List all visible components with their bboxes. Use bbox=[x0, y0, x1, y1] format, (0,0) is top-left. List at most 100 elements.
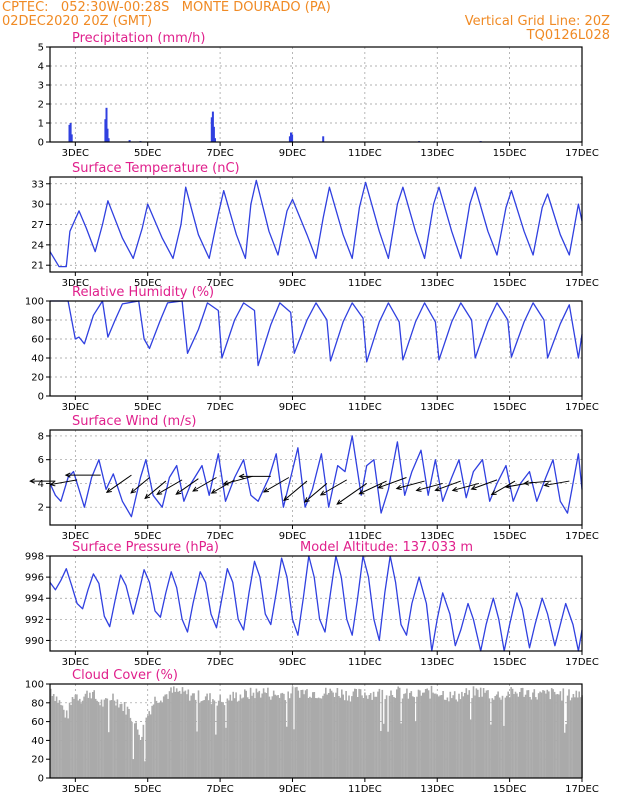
wind-vector bbox=[523, 480, 552, 486]
cloud-bar bbox=[465, 688, 468, 778]
cloud-bar bbox=[270, 699, 272, 778]
x-tick-label: 15DEC bbox=[493, 148, 527, 159]
cloud-bar bbox=[267, 687, 269, 778]
cloud-bar bbox=[550, 688, 553, 778]
cloud-bar bbox=[301, 689, 304, 778]
cloud-bar bbox=[406, 688, 408, 778]
precip-bar bbox=[288, 136, 291, 142]
cloud-bar bbox=[119, 704, 122, 778]
panel-frame bbox=[49, 46, 583, 143]
cloud-bar bbox=[426, 688, 428, 778]
cloud-bar bbox=[290, 693, 292, 778]
cloud-bar bbox=[180, 693, 182, 778]
cloud-bar bbox=[323, 693, 326, 778]
cloud-bar bbox=[158, 702, 161, 778]
cloud-bar bbox=[520, 688, 523, 778]
cloud-bar bbox=[50, 688, 52, 778]
cloud-bar bbox=[481, 696, 483, 778]
cloud-bar bbox=[448, 701, 450, 778]
cloud-bar bbox=[225, 727, 227, 778]
cloud-bar bbox=[562, 688, 565, 778]
cloud-bar bbox=[284, 700, 287, 778]
cloud-bar bbox=[65, 710, 68, 778]
wind-vector bbox=[156, 479, 183, 495]
x-tick-label: 9DEC bbox=[279, 148, 306, 159]
cloud-bar bbox=[346, 700, 349, 778]
x-tick-label: 3DEC bbox=[62, 784, 89, 795]
precip-bar bbox=[104, 119, 107, 142]
cloud-bar bbox=[125, 714, 127, 778]
cloud-bar bbox=[387, 731, 389, 778]
x-tick-label: 9DEC bbox=[279, 402, 306, 413]
cloud-bar bbox=[115, 705, 117, 778]
cloud-bar bbox=[291, 686, 294, 778]
cloud-bar bbox=[396, 689, 398, 778]
panel-frame bbox=[49, 429, 583, 526]
cloud-bar bbox=[197, 690, 200, 778]
wind-vector bbox=[543, 480, 570, 488]
cloud-bar bbox=[255, 688, 258, 778]
cloud-bar bbox=[368, 695, 371, 778]
cloud-bar bbox=[462, 696, 465, 778]
cloud-bar bbox=[80, 703, 82, 778]
cloud-bar bbox=[280, 693, 282, 778]
cloud-bar bbox=[442, 691, 444, 778]
cloud-bar bbox=[200, 701, 203, 778]
cloud-bar bbox=[578, 691, 580, 778]
cloud-bar bbox=[420, 695, 423, 778]
cloud-bar bbox=[535, 697, 537, 778]
cloud-bar bbox=[92, 692, 94, 778]
cloud-bar bbox=[138, 734, 140, 778]
cloud-bar bbox=[242, 697, 245, 778]
cloud-bar bbox=[79, 698, 81, 778]
precip-bar bbox=[212, 126, 215, 142]
cloud-bar bbox=[401, 698, 404, 778]
cloud-bar bbox=[527, 690, 530, 778]
cloud-bar bbox=[491, 698, 494, 778]
precip-bar bbox=[322, 136, 325, 142]
cloud-bar bbox=[257, 692, 259, 778]
y-tick-label: 60 bbox=[31, 335, 44, 346]
x-tick-label: 3DEC bbox=[62, 402, 89, 413]
cloud-bar bbox=[397, 686, 399, 778]
y-tick-label: 4 bbox=[38, 62, 44, 73]
cloud-bar bbox=[356, 697, 359, 778]
y-tick-label: 80 bbox=[31, 698, 44, 709]
cloud-bar bbox=[175, 688, 178, 778]
precip-bar bbox=[291, 134, 294, 142]
cloud-bar bbox=[569, 700, 572, 778]
precip-bar bbox=[290, 132, 292, 142]
series-line bbox=[50, 300, 583, 367]
x-tick-label: 15DEC bbox=[493, 531, 527, 542]
wind-vector bbox=[130, 477, 150, 494]
x-tick-label: 3DEC bbox=[62, 148, 89, 159]
cloud-bar bbox=[312, 692, 314, 778]
cloud-bar bbox=[384, 699, 386, 778]
cloud-bar bbox=[319, 698, 321, 778]
cloud-bar bbox=[500, 699, 502, 778]
cloud-bar bbox=[533, 689, 536, 778]
cloud-bar bbox=[229, 694, 232, 778]
cloud-bar bbox=[239, 694, 242, 778]
cloud-bar bbox=[459, 699, 462, 778]
x-tick-label: 7DEC bbox=[206, 148, 233, 159]
x-tick-label: 7DEC bbox=[206, 531, 233, 542]
cloud-bar bbox=[132, 759, 135, 778]
x-tick-label: 11DEC bbox=[348, 402, 382, 413]
cloud-bar bbox=[206, 693, 208, 778]
cloud-bar bbox=[435, 693, 437, 778]
cloud-bar bbox=[297, 690, 300, 778]
x-tick-label: 7DEC bbox=[206, 657, 233, 668]
y-tick-label: 33 bbox=[31, 179, 44, 190]
cloud-bar bbox=[265, 693, 268, 778]
cloud-bar bbox=[61, 705, 64, 778]
cloud-bar bbox=[404, 693, 407, 778]
cloud-bar bbox=[475, 688, 478, 778]
x-tick-label: 11DEC bbox=[348, 657, 382, 668]
cloud-bar bbox=[452, 695, 454, 778]
cloud-bar bbox=[393, 697, 395, 778]
y-tick-label: 1 bbox=[38, 119, 44, 130]
cloud-bar bbox=[339, 697, 342, 778]
precip-bar bbox=[210, 117, 213, 142]
cloud-bar bbox=[513, 694, 515, 778]
